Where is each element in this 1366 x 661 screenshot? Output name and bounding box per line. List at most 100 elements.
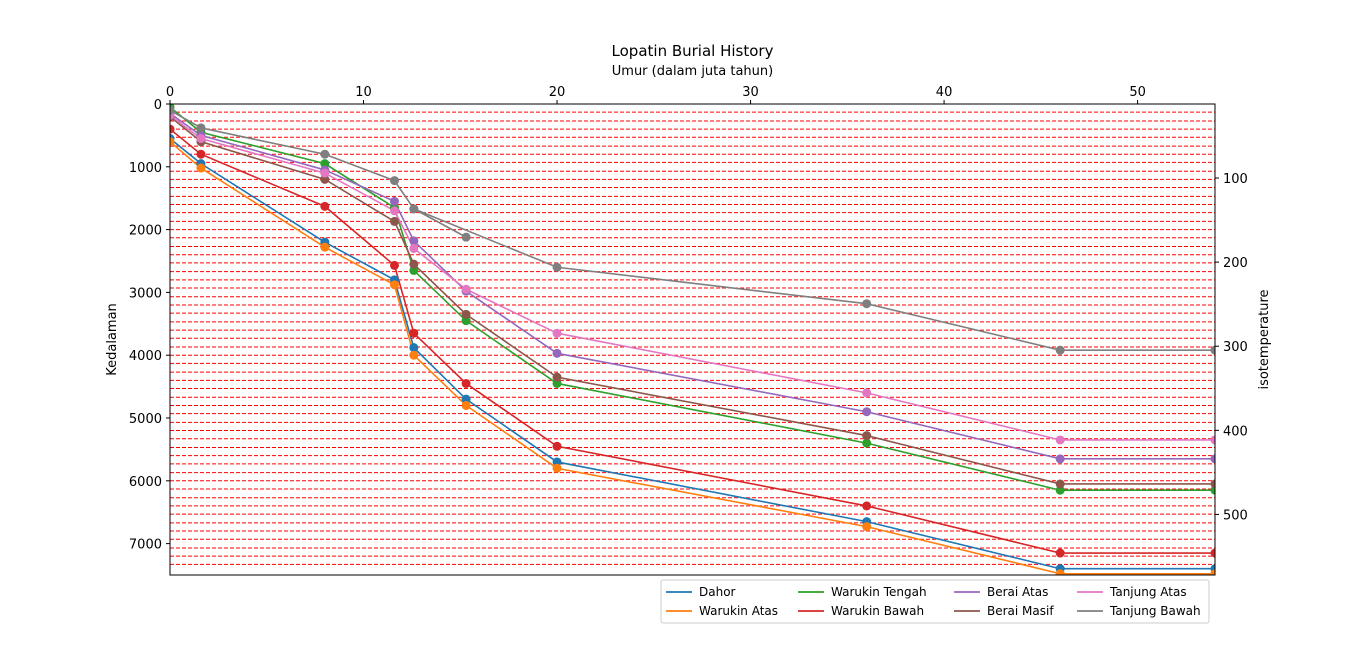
data-point-warukin-bawah (320, 201, 330, 211)
data-point-warukin-atas (552, 463, 562, 473)
data-point-warukin-atas (461, 400, 471, 410)
data-point-dahor (461, 394, 471, 404)
data-point-tanjung-bawah (1210, 345, 1215, 355)
legend-label-tanjung-bawah: Tanjung Bawah (1109, 604, 1201, 618)
data-point-tanjung-bawah (461, 232, 471, 242)
data-point-berai-masif (1210, 479, 1215, 489)
data-point-tanjung-atas (461, 284, 471, 294)
series-line-berai-atas (170, 112, 1215, 460)
data-point-warukin-bawah (1210, 548, 1215, 558)
series-line-warukin-bawah (170, 128, 1215, 554)
legend-label-dahor: Dahor (699, 585, 736, 599)
data-point-berai-masif (461, 309, 471, 319)
x-tick-label: 0 (166, 85, 174, 100)
data-point-warukin-atas (389, 280, 399, 290)
data-point-tanjung-atas (1210, 435, 1215, 445)
y2-tick-label: 500 (1223, 508, 1248, 523)
data-point-tanjung-atas (862, 388, 872, 398)
data-point-tanjung-atas (1055, 435, 1065, 445)
y2-tick-label: 400 (1223, 424, 1248, 439)
series-line-warukin-tengah (170, 106, 1215, 492)
data-point-warukin-atas (409, 350, 419, 360)
x-axis-label: Umur (dalam juta tahun) (612, 64, 773, 79)
data-point-berai-atas (409, 236, 419, 246)
data-point-tanjung-bawah (1055, 345, 1065, 355)
y2-axis: 100 200 300 400 500 (1215, 172, 1248, 523)
series-line-berai-masif (170, 115, 1215, 485)
y-tick-label: 2000 (129, 224, 162, 239)
data-point-tanjung-bawah (409, 204, 419, 214)
data-point-warukin-tengah (320, 159, 330, 169)
data-point-tanjung-bawah (389, 176, 399, 186)
y2-tick-label: 100 (1223, 172, 1248, 187)
plot-frame (169, 103, 1216, 576)
legend-label-tanjung-atas: Tanjung Atas (1109, 585, 1187, 599)
legend-label-berai-atas: Berai Atas (987, 585, 1048, 599)
data-point-tanjung-atas (409, 243, 419, 253)
data-point-berai-masif (409, 259, 419, 269)
data-point-tanjung-bawah (196, 123, 206, 133)
legend-label-warukin-bawah: Warukin Bawah (831, 604, 924, 618)
x-tick-label: 30 (742, 85, 759, 100)
data-point-warukin-tengah (862, 438, 872, 448)
series-line-dahor (170, 137, 1215, 570)
y-tick-label: 3000 (129, 286, 162, 301)
x-axis: 0 10 20 30 40 50 (166, 85, 1146, 104)
series-clip-group (170, 104, 1215, 575)
x-tick-label: 20 (549, 85, 566, 100)
data-point-warukin-bawah (196, 149, 206, 159)
data-point-berai-atas (552, 348, 562, 358)
x-tick-label: 50 (1129, 85, 1146, 100)
series-line-warukin-atas (170, 141, 1215, 575)
y-tick-label: 5000 (129, 412, 162, 427)
y-tick-label: 1000 (129, 161, 162, 176)
data-point-warukin-bawah (862, 501, 872, 511)
y-tick-label: 0 (154, 98, 162, 113)
data-point-warukin-bawah (409, 328, 419, 338)
y2-axis-label: isotemperature (1257, 289, 1272, 389)
y-tick-label: 7000 (129, 538, 162, 553)
data-point-berai-atas (389, 196, 399, 206)
data-point-warukin-tengah (1055, 485, 1065, 495)
data-point-tanjung-bawah (552, 262, 562, 272)
data-point-warukin-bawah (1055, 548, 1065, 558)
legend: Dahor Warukin Atas Warukin Tengah Warukin B… (660, 579, 1210, 624)
series-layer (170, 104, 1215, 575)
legend-box (660, 579, 1210, 624)
isotherm-grid (170, 111, 1215, 565)
legend-label-berai-masif: Berai Masif (987, 604, 1054, 618)
y-tick-label: 4000 (129, 349, 162, 364)
x-tick-label: 40 (936, 85, 953, 100)
data-point-berai-masif (389, 216, 399, 226)
data-point-berai-atas (862, 407, 872, 417)
y-axis-label: Kedalaman (105, 303, 120, 376)
data-point-warukin-atas (196, 163, 206, 173)
data-point-tanjung-atas (320, 168, 330, 178)
data-point-warukin-bawah (389, 260, 399, 270)
data-point-tanjung-atas (389, 206, 399, 216)
data-point-tanjung-atas (552, 328, 562, 338)
data-point-warukin-tengah (552, 378, 562, 388)
data-point-warukin-bawah (552, 441, 562, 451)
legend-label-warukin-tengah: Warukin Tengah (831, 585, 927, 599)
data-point-warukin-atas (862, 522, 872, 532)
data-point-dahor (409, 343, 419, 353)
data-point-tanjung-bawah (320, 149, 330, 159)
data-point-tanjung-bawah (170, 105, 175, 115)
y-tick-label: 6000 (129, 475, 162, 490)
data-point-warukin-atas (1210, 569, 1215, 575)
data-point-warukin-atas (170, 137, 175, 147)
y2-tick-label: 200 (1223, 256, 1248, 271)
data-point-dahor (552, 457, 562, 467)
data-point-warukin-atas (320, 242, 330, 252)
data-point-warukin-tengah (409, 265, 419, 275)
x-tick-label: 10 (355, 85, 372, 100)
data-point-berai-masif (862, 431, 872, 441)
data-point-berai-atas (1210, 454, 1215, 464)
chart-title: Lopatin Burial History (612, 42, 774, 60)
data-point-berai-masif (552, 372, 562, 382)
data-point-tanjung-atas (196, 134, 206, 144)
data-point-warukin-atas (1055, 569, 1065, 575)
data-point-tanjung-bawah (862, 299, 872, 309)
